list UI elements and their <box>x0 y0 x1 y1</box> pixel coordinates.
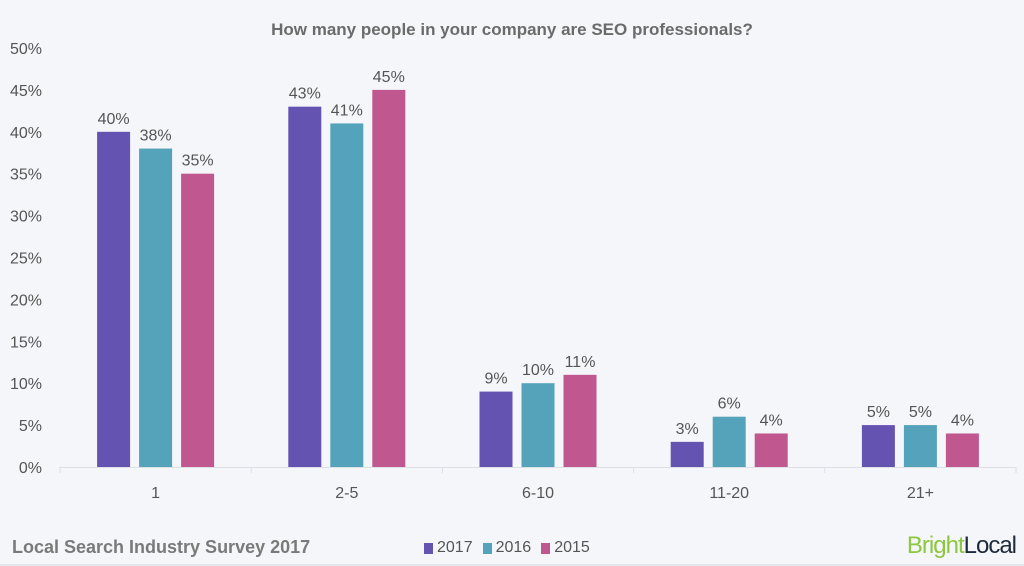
legend-label: 2016 <box>495 539 532 556</box>
logo-text-local: Local <box>963 532 1017 559</box>
bar-2017-2-5 <box>288 106 322 467</box>
bar-2015-1 <box>181 173 215 467</box>
x-tick-label: 2-5 <box>335 485 358 502</box>
bar-2015-2-5 <box>372 89 406 468</box>
data-label: 38% <box>140 128 172 145</box>
x-tick-label: 11-20 <box>709 485 749 502</box>
y-tick-label: 10% <box>10 376 42 393</box>
y-tick-label: 40% <box>10 125 42 142</box>
brightlocal-logo: BrightLocal <box>906 532 1017 560</box>
x-tick-label: 1 <box>151 485 160 502</box>
data-label: 9% <box>484 371 507 388</box>
legend-swatch <box>541 542 551 554</box>
bar-2015-21+ <box>945 433 979 467</box>
bar-2017-21+ <box>861 425 895 467</box>
data-label: 41% <box>331 102 363 119</box>
data-label: 35% <box>182 153 214 170</box>
bar-2016-11-20 <box>712 416 746 467</box>
bar-2016-1 <box>139 148 173 467</box>
survey-title: Local Search Industry Survey 2017 <box>12 537 311 557</box>
legend-swatch <box>482 542 492 554</box>
y-tick-label: 20% <box>10 292 42 309</box>
y-tick-label: 35% <box>10 167 42 184</box>
data-label: 6% <box>718 396 741 413</box>
bar-2015-6-10 <box>563 374 597 467</box>
logo-text-bright: Bright <box>906 532 965 559</box>
data-label: 5% <box>867 404 890 421</box>
y-tick-label: 45% <box>10 83 42 100</box>
data-label: 4% <box>760 412 783 429</box>
data-label: 10% <box>522 362 554 379</box>
legend-item-2016: 2016 <box>482 539 532 557</box>
data-label: 45% <box>373 69 405 86</box>
legend-label: 2015 <box>554 539 590 556</box>
legend-item-2015: 2015 <box>541 539 590 557</box>
y-tick-label: 5% <box>19 418 42 435</box>
bar-2016-6-10 <box>521 383 555 467</box>
legend: 2017 2016 2015 <box>424 539 590 557</box>
data-label: 43% <box>289 86 321 103</box>
legend-item-2017: 2017 <box>424 539 473 557</box>
data-label: 4% <box>951 412 974 429</box>
legend-swatch <box>424 542 433 554</box>
data-label: 3% <box>676 421 699 438</box>
legend-label: 2017 <box>437 539 473 556</box>
divider <box>0 564 1024 566</box>
y-tick-label: 30% <box>10 209 42 226</box>
bar-2017-11-20 <box>670 441 704 467</box>
bar-2017-1 <box>97 131 131 468</box>
data-label: 40% <box>98 111 130 128</box>
y-tick-label: 15% <box>10 334 42 351</box>
y-tick-label: 0% <box>19 460 42 477</box>
bar-2016-2-5 <box>330 123 364 468</box>
bar-2015-11-20 <box>754 433 788 467</box>
x-tick-label: 6-10 <box>522 485 554 502</box>
y-tick-label: 25% <box>10 251 42 268</box>
data-label: 11% <box>565 354 596 371</box>
chart-title: How many people in your company are SEO … <box>271 20 753 39</box>
bar-2017-6-10 <box>479 391 513 467</box>
x-tick-label: 21+ <box>907 485 934 502</box>
data-label: 5% <box>909 404 932 421</box>
y-tick-label: 50% <box>10 41 42 58</box>
bar-2016-21+ <box>903 425 937 467</box>
